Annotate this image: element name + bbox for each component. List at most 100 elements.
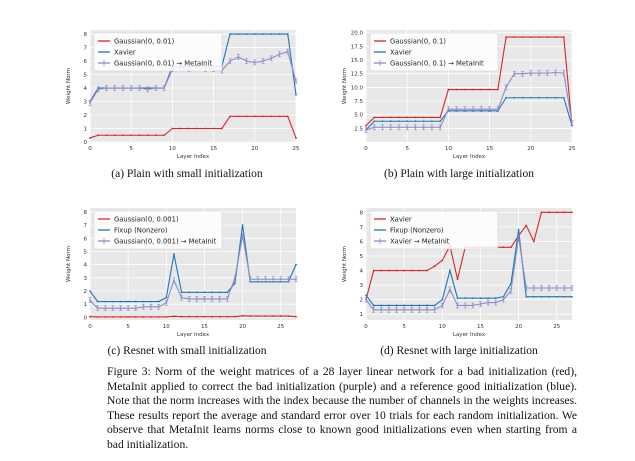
- data-point: [262, 33, 264, 35]
- y-tick-label: 8: [360, 210, 364, 216]
- x-tick-label: 0: [364, 146, 368, 152]
- legend: Gaussian(0, 0.001) Fixup (Nonzero) Gaussia…: [93, 210, 223, 250]
- data-point: [521, 72, 524, 75]
- chart-panel-c: 0 1 2 3 4 5 6 7 8 0 5 10 15 20 25 Layer Index Weight Nor…: [58, 202, 303, 340]
- data-point: [439, 120, 442, 123]
- x-tick-label: 15: [201, 324, 208, 330]
- data-point: [127, 300, 130, 303]
- data-point: [441, 259, 444, 262]
- data-point: [441, 298, 444, 301]
- data-point: [142, 305, 145, 308]
- series-line-1: [89, 225, 297, 303]
- legend-label: Gaussian(0, 0.01) → MetaInit: [114, 60, 212, 68]
- data-point: [431, 116, 433, 119]
- data-point: [286, 33, 289, 35]
- data-point: [513, 72, 516, 75]
- data-point: [562, 36, 565, 39]
- data-point: [188, 315, 191, 318]
- data-point: [119, 307, 122, 310]
- legend-label: Fixup (Nonzero): [390, 227, 444, 235]
- chart-panel-b: 2.5 5.0 7.5 10.0 12.5 15.0 17.5 20.0 0 5 10 15 20 25 L…: [334, 24, 579, 162]
- data-point: [171, 127, 174, 130]
- y-tick-label: 0: [84, 315, 88, 321]
- y-tick-label: 8: [84, 32, 88, 38]
- data-point: [525, 224, 528, 227]
- y-tick-label: 2.5: [354, 126, 363, 132]
- subcaption-d: (d) Resnet with large initialization: [380, 345, 538, 357]
- x-tick-label: 5: [405, 146, 409, 152]
- data-point: [253, 115, 256, 118]
- data-point: [173, 253, 175, 256]
- y-tick-label: 3: [84, 100, 88, 106]
- data-point: [431, 120, 433, 123]
- data-point: [380, 308, 383, 311]
- data-point: [188, 298, 191, 300]
- data-point: [195, 298, 198, 300]
- y-tick-label: 7: [84, 223, 88, 229]
- data-point: [272, 315, 275, 317]
- legend-label: Gaussian(0, 0.1): [390, 38, 446, 46]
- data-point: [525, 295, 528, 298]
- x-tick-label: 20: [527, 146, 534, 152]
- y-tick-label: 12.5: [351, 72, 364, 78]
- data-point: [373, 116, 376, 119]
- data-point: [89, 290, 91, 292]
- y-tick-label: 5: [360, 254, 364, 260]
- data-point: [150, 316, 152, 318]
- data-point: [554, 71, 557, 74]
- data-point: [256, 278, 259, 281]
- x-tick-label: 10: [163, 324, 170, 330]
- data-point: [406, 116, 409, 119]
- data-point: [431, 126, 433, 129]
- data-point: [89, 137, 91, 139]
- data-point: [122, 134, 124, 137]
- data-point: [395, 269, 398, 272]
- x-tick-label: 5: [129, 146, 133, 152]
- data-point: [104, 300, 107, 303]
- x-tick-label: 0: [88, 324, 92, 330]
- data-point: [187, 127, 190, 130]
- x-tick-label: 15: [486, 146, 493, 152]
- x-tick-label: 20: [239, 324, 246, 330]
- data-point: [287, 315, 290, 317]
- data-point: [463, 88, 466, 91]
- data-point: [472, 88, 475, 91]
- data-point: [372, 304, 375, 307]
- y-tick-label: 15.0: [351, 58, 364, 64]
- data-point: [426, 308, 428, 311]
- data-point: [165, 316, 168, 318]
- series-line-0: [365, 36, 573, 126]
- series-line-2: [365, 72, 573, 131]
- data-point: [381, 116, 384, 119]
- data-point: [278, 115, 281, 118]
- legend-box: [369, 32, 499, 72]
- data-point: [111, 307, 114, 310]
- x-tick-label: 15: [210, 146, 217, 152]
- data-point: [146, 88, 149, 91]
- data-point: [439, 126, 442, 129]
- data-point: [104, 316, 107, 318]
- legend-label: Gaussian(0, 0.001): [114, 216, 179, 224]
- data-point: [389, 116, 392, 119]
- x-tick-label: 25: [293, 146, 300, 152]
- legend-label: Gaussian(0, 0.01): [114, 38, 175, 46]
- data-point: [447, 88, 450, 91]
- chart-a: 0 1 2 3 4 5 6 7 8 0 5 10 15 20 25 Layer Index Weight Nor…: [66, 30, 300, 160]
- data-point: [517, 228, 520, 231]
- data-point: [456, 278, 459, 281]
- data-point: [555, 287, 558, 289]
- data-point: [96, 300, 99, 303]
- x-tick-label: 10: [169, 146, 176, 152]
- data-point: [562, 96, 565, 99]
- y-tick-label: 8: [84, 210, 88, 216]
- data-point: [426, 269, 428, 272]
- subcaption-a: (a) Plain with small initialization: [111, 168, 263, 180]
- data-point: [279, 315, 282, 317]
- data-point: [521, 96, 524, 99]
- data-point: [155, 87, 157, 89]
- data-point: [571, 287, 573, 289]
- y-tick-label: 4: [84, 263, 88, 269]
- data-point: [203, 291, 206, 294]
- data-point: [387, 308, 390, 311]
- data-point: [449, 269, 451, 272]
